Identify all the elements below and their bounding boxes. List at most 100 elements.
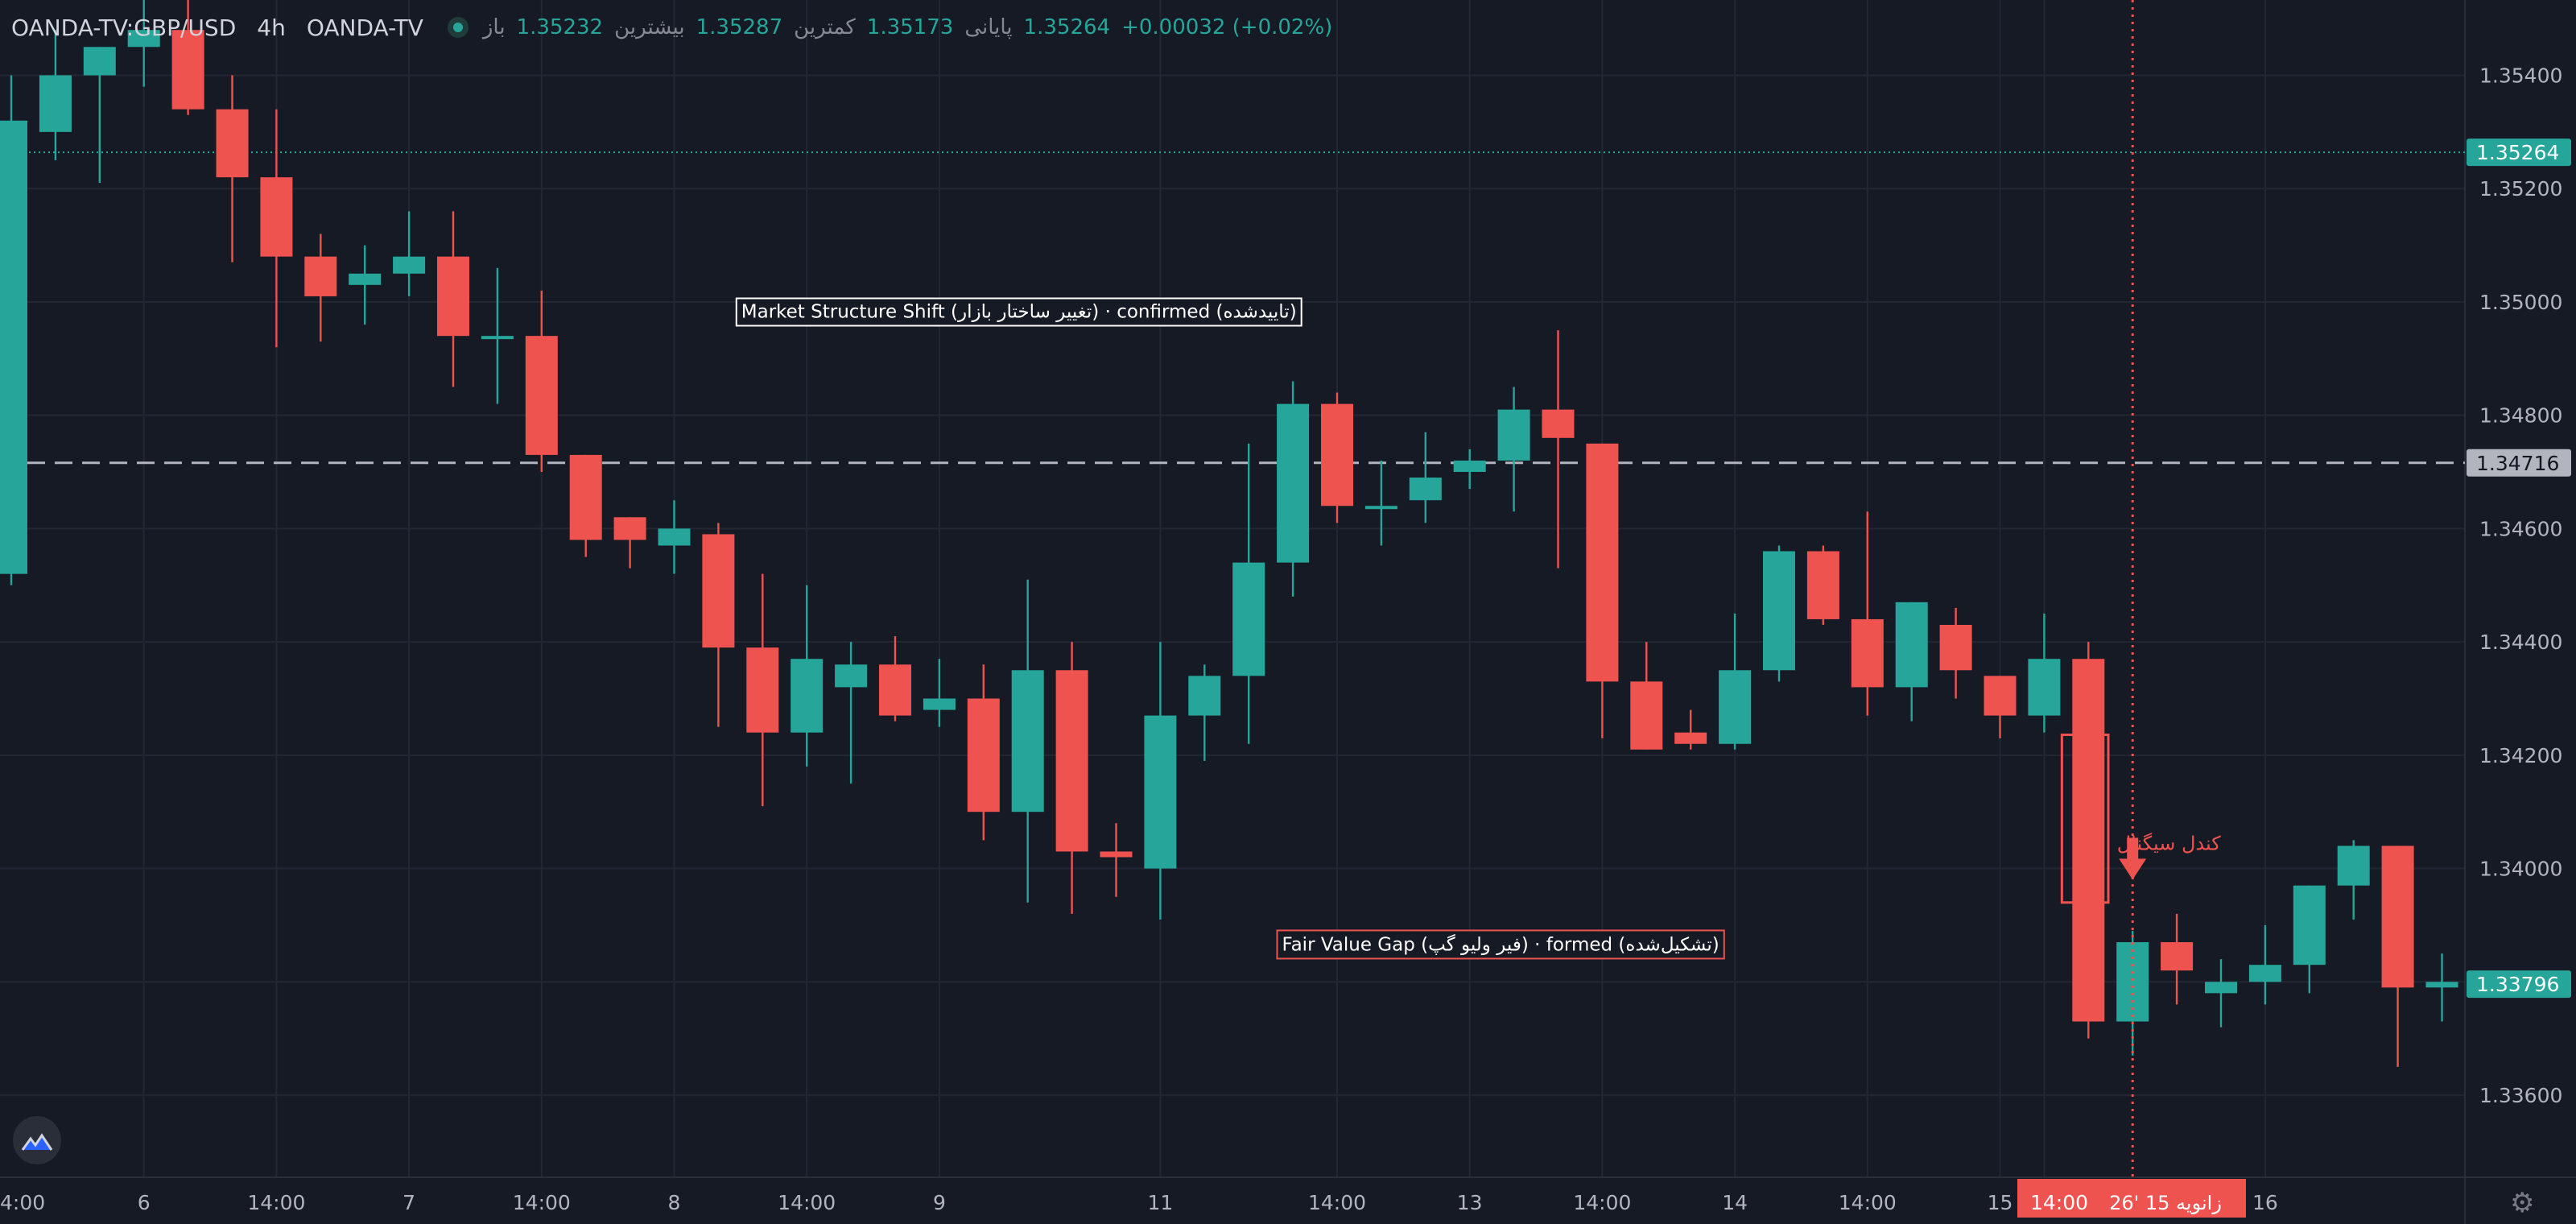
candle-body [393,256,426,274]
candle-body [304,256,337,296]
candle-body [127,30,160,48]
price-label-text: 1.34716 [2476,452,2559,475]
time-tick-label: 7 [402,1191,415,1214]
signal-candle-label: کندل سیگنال [2117,832,2222,854]
candle-body [967,698,1000,813]
price-label-badge [2467,970,2571,999]
indicator-annotation-text: Market Structure Shift (تغییر ساختار باز… [741,301,1297,322]
candle-body [1232,562,1265,676]
candle-body [1144,715,1177,869]
time-tick-label: 14:00 [247,1191,305,1214]
time-tick-label: 14:00 [513,1191,571,1214]
time-tick-label: 8 [668,1191,681,1214]
candles [0,0,2458,1067]
time-tick-label: 15 [1988,1191,2013,1214]
candle-body [1674,732,1707,744]
high-label: بیشترین [614,15,685,39]
candle-body [2337,846,2370,886]
candle-body [2425,982,2458,988]
indicator-annotation-box [1276,929,1725,960]
price-tick-label: 1.34200 [2479,744,2562,767]
candle-body [1806,551,1839,619]
signal-arrow-icon [2119,858,2147,880]
symbol-name[interactable]: OANDA-TV:GBP/USD [11,14,237,41]
candle-body [835,664,868,688]
candle-body [1364,506,1397,510]
candle-body [437,256,469,337]
candle-body [2161,942,2194,971]
candle-body [2381,846,2414,988]
candle-body [260,177,293,257]
time-tick-label: 16 [2252,1191,2278,1214]
candle-body [216,109,249,178]
time-tick-label: 14:00 [1308,1191,1366,1214]
time-tick-label: 11 [1147,1191,1173,1214]
price-label-text: 1.35264 [2476,141,2559,164]
time-tick-label: 14 [1722,1191,1748,1214]
price-label-text: 1.33796 [2476,973,2559,996]
price-tick-label: 1.35000 [2479,291,2562,314]
candle-body [2293,885,2326,966]
indicator-annotation: Market Structure Shift (تغییر ساختار باز… [735,297,1302,327]
close-value: 1.35264 [1023,15,1111,39]
low-value: 1.35173 [866,15,954,39]
crosshair-date-label: 26' زانویه 15 [2109,1192,2222,1214]
candle-body [1895,602,1928,688]
signal-box [2060,734,2110,904]
symbol-header: OANDA-TV:GBP/USD 4h OANDA-TV باز 1.35232… [11,11,1332,43]
open-value: 1.35232 [516,15,604,39]
time-tick-label: 4:00 [0,1191,45,1214]
candle-body [1409,478,1442,501]
candle-body [1321,403,1353,507]
price-tick-label: 1.33600 [2479,1084,2562,1107]
candle-body [1851,618,1884,688]
time-tick-label: 14:00 [1839,1191,1897,1214]
candle-body [1100,851,1133,858]
time-tick-label: 9 [933,1191,946,1214]
price-tick-label: 1.34400 [2479,631,2562,654]
low-label: کمترین [794,15,856,39]
candle-body [569,454,602,540]
candle-body [1763,551,1795,671]
time-axis: 4:00 6 14:00 7 14:00 8 14:00 9 11 14:00 13 14:00 14 1… [0,1191,2278,1214]
market-status-icon[interactable] [447,17,469,38]
price-label-badge [2467,139,2571,167]
candle-body [1497,409,1530,461]
price-tick-label: 1.34600 [2479,517,2562,540]
open-label: باز [482,15,506,39]
crosshair-time-badge [2017,1179,2246,1218]
candle-body [1055,670,1088,852]
candle-body [39,75,72,132]
candle-body [1719,670,1752,744]
candle-body [2028,659,2061,716]
signal-arrow-stem [2127,837,2139,861]
price-tick-label: 1.35400 [2479,64,2562,87]
candle-body [1939,625,1972,671]
candle-body [658,528,691,546]
candle-body [613,517,646,540]
crosshair-time-label: 14:00 [2030,1191,2088,1214]
candle-body [349,273,382,285]
tradingview-logo-icon[interactable] [13,1116,61,1164]
price-axis: 1.336001.338001.340001.342001.344001.346… [2467,64,2571,1107]
time-tick-label: 13 [1457,1191,1483,1214]
candle-body [83,47,116,76]
price-label-badge [2467,449,2571,477]
gear-icon[interactable]: ⚙ [2510,1187,2535,1219]
candle-body [1277,403,1310,563]
candle-body [2205,982,2237,994]
candle-body [1188,676,1221,716]
source-label: OANDA-TV [306,14,423,41]
candle-body [0,120,27,574]
time-tick-label: 6 [138,1191,151,1214]
candle-body [1630,681,1663,750]
candle-body [2248,965,2281,982]
time-tick-label: 14:00 [1573,1191,1631,1214]
time-tick-label: 14:00 [778,1191,836,1214]
candle-body [2072,659,2105,1022]
indicator-annotation: Fair Value Gap (فیر ولیو گپ) · formed (ت… [1276,929,1725,960]
interval-label[interactable]: 4h [257,14,286,41]
change-value: +0.00032 (+0.02%) [1121,15,1333,39]
candle-body [1586,443,1619,682]
